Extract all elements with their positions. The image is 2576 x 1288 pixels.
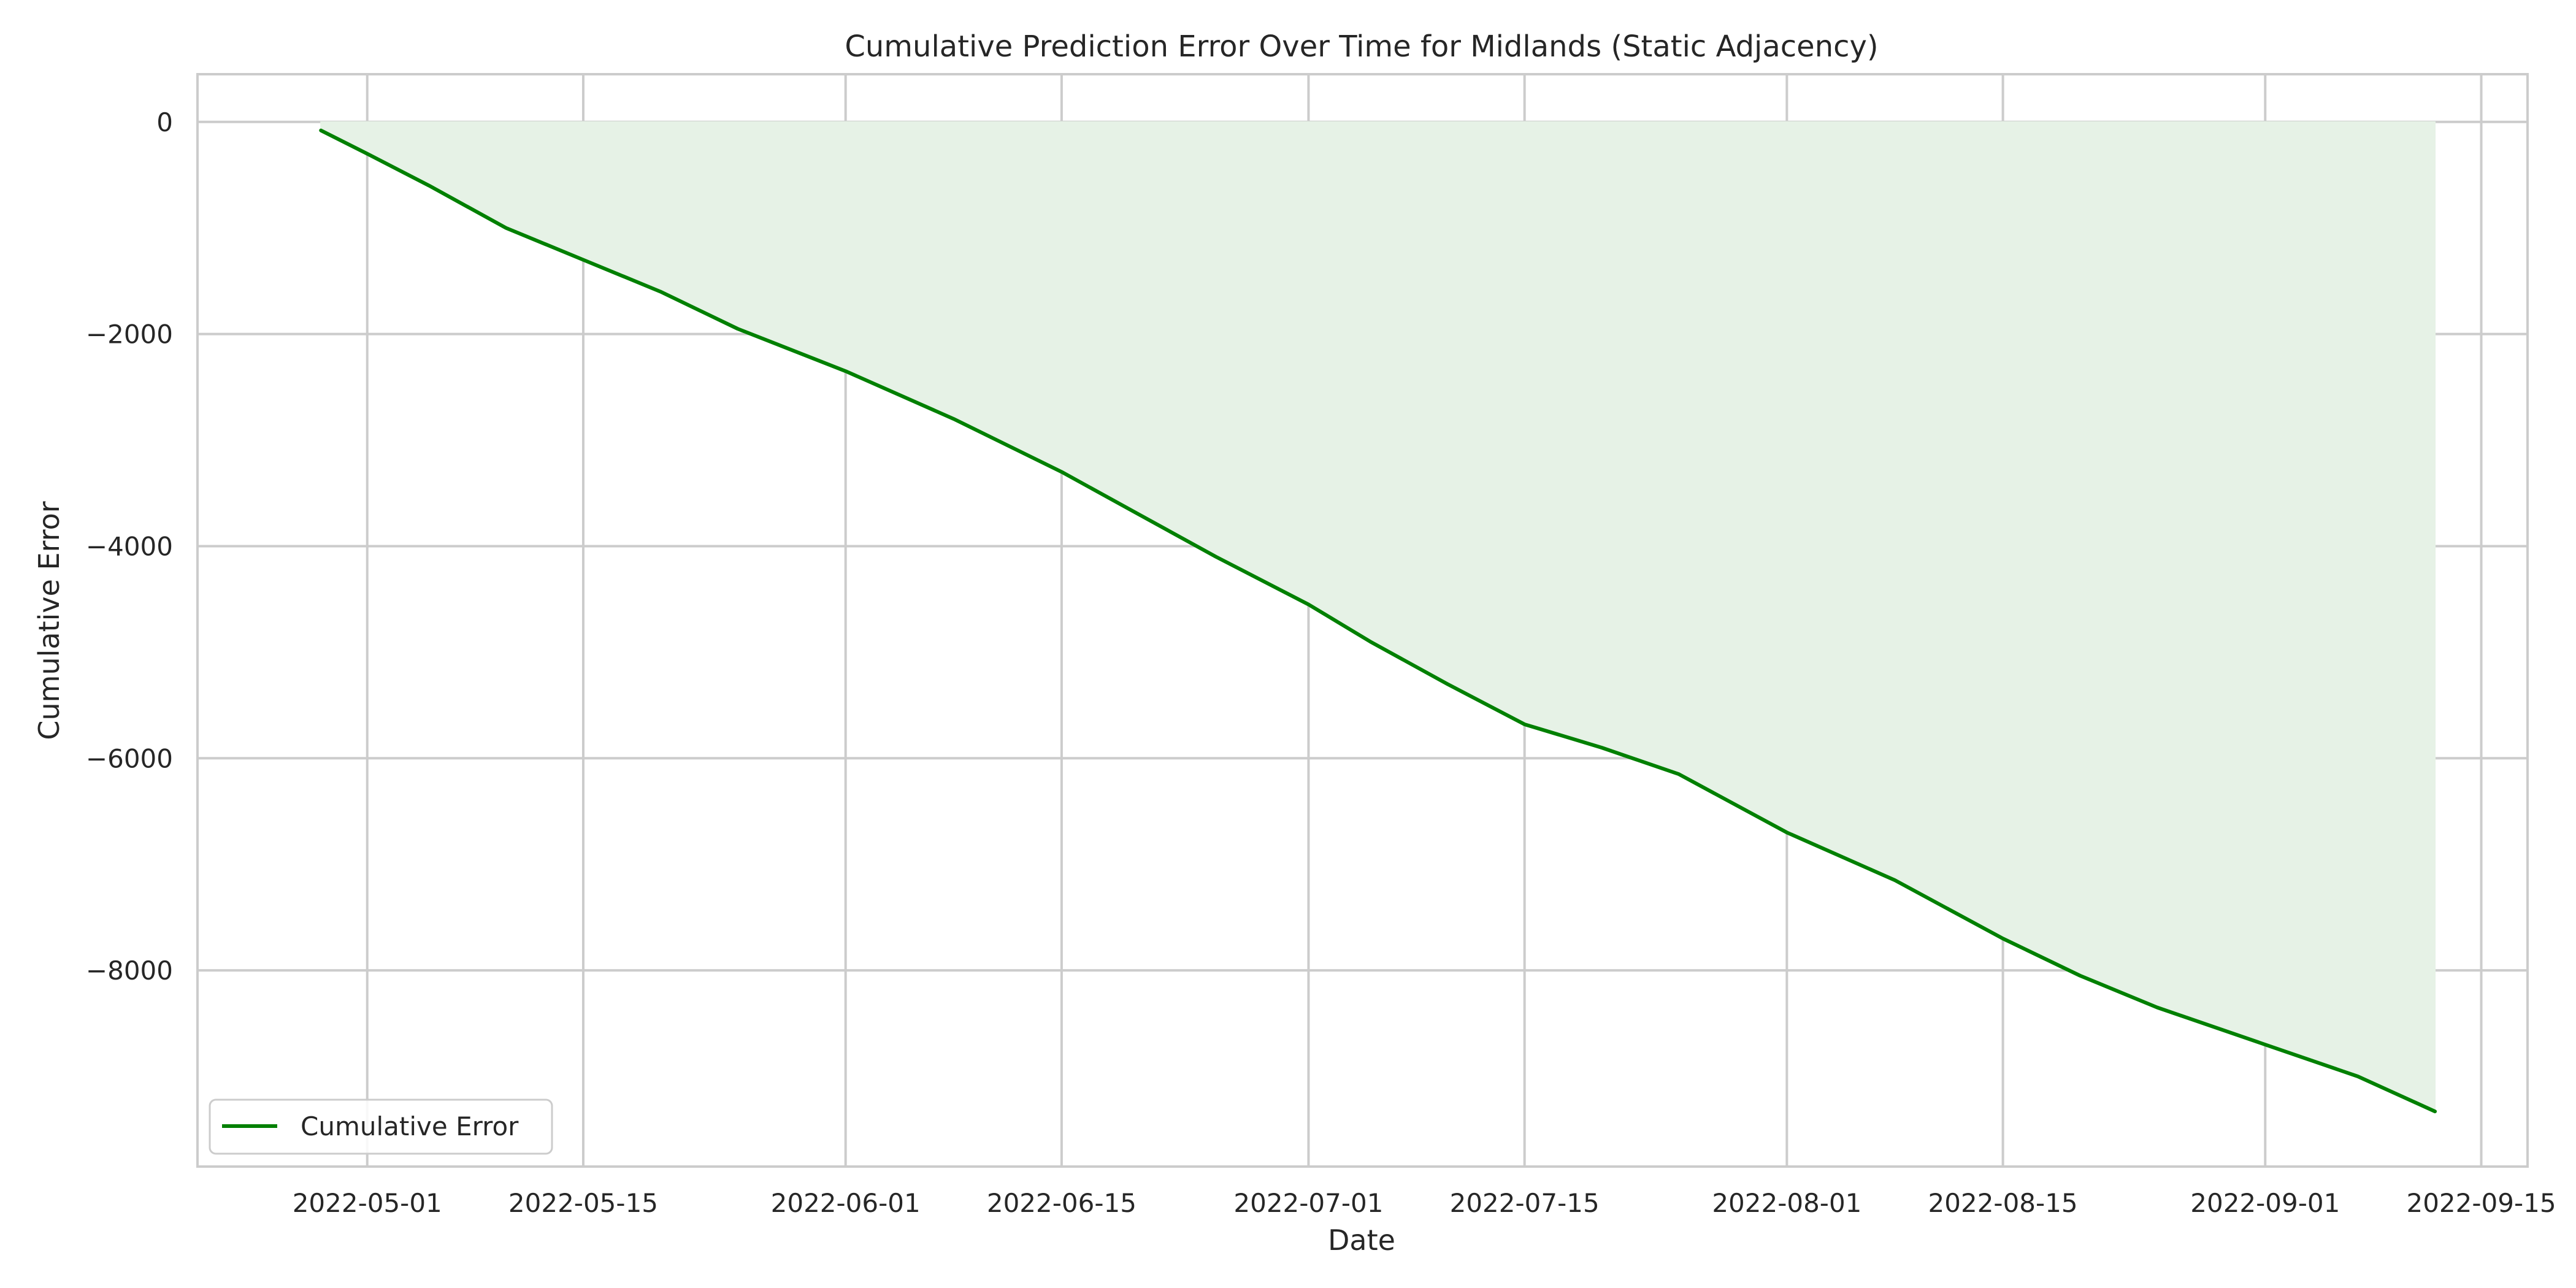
x-axis-label: Date [1328, 1224, 1395, 1257]
area-layer [320, 121, 2436, 1113]
x-tick-label: 2022-09-15 [2406, 1188, 2556, 1218]
x-tick-label: 2022-08-15 [1928, 1188, 2078, 1218]
y-axis-label: Cumulative Error [33, 501, 66, 740]
line-layer [319, 128, 2437, 1114]
chart-title: Cumulative Prediction Error Over Time fo… [845, 29, 1878, 64]
x-tick-labels: 2022-05-01 2022-05-15 2022-06-01 2022-06-15… [293, 1188, 2556, 1218]
y-tick-label: −6000 [86, 743, 173, 773]
series-area [320, 121, 2436, 1113]
legend-box [209, 1098, 553, 1155]
x-tick-label: 2022-06-15 [987, 1188, 1137, 1218]
x-tick-label: 2022-07-01 [1233, 1188, 1383, 1218]
x-tick-label: 2022-09-01 [2190, 1188, 2340, 1218]
y-tick-labels: 0 −2000 −4000 −6000 −8000 [86, 107, 173, 986]
y-tick-label: −8000 [86, 956, 173, 986]
y-tick-label: 0 [156, 107, 173, 137]
y-tick-label: −2000 [86, 320, 173, 350]
x-tick-label: 2022-08-01 [1712, 1188, 1861, 1218]
x-tick-label: 2022-06-01 [771, 1188, 921, 1218]
y-tick-label: −4000 [86, 531, 173, 561]
plot-frame [196, 73, 2529, 1168]
x-tick-label: 2022-07-15 [1450, 1188, 1600, 1218]
x-tick-label: 2022-05-01 [293, 1188, 442, 1218]
legend: Cumulative Error [209, 1098, 553, 1155]
x-tick-label: 2022-05-15 [508, 1188, 658, 1218]
series-line [319, 128, 2437, 1114]
legend-label: Cumulative Error [301, 1111, 519, 1141]
